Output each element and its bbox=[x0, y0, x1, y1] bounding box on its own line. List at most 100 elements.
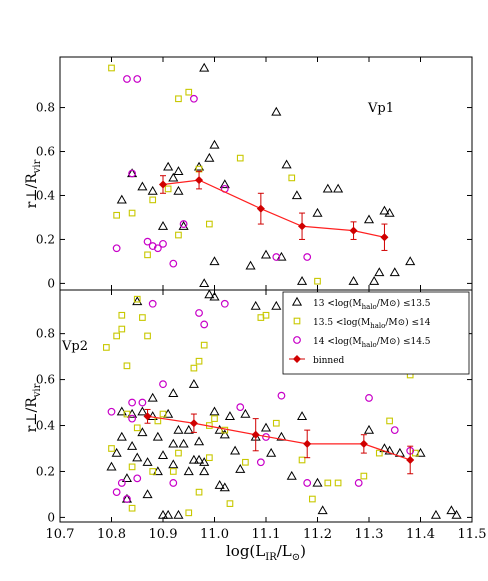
mid-mass-point bbox=[175, 95, 182, 103]
low-mass-point bbox=[312, 477, 323, 487]
mid-mass-point bbox=[298, 456, 306, 464]
binned-point bbox=[406, 455, 415, 465]
high-mass-point bbox=[143, 237, 152, 246]
low-mass-point bbox=[147, 392, 158, 402]
legend-binned-label: binned bbox=[313, 356, 345, 366]
x-axis-label: log(LIR/L⊙) bbox=[226, 542, 306, 563]
mid-mass-point bbox=[308, 495, 316, 503]
low-mass-point bbox=[317, 505, 328, 515]
legend-low-label: 13 <log(Mhalo/M⊙) ≤13.5 bbox=[313, 298, 431, 311]
low-mass-point bbox=[173, 424, 184, 434]
mid-mass-point bbox=[139, 314, 146, 321]
x-tick-label: 10.7 bbox=[46, 527, 75, 542]
mid-mass-point bbox=[118, 311, 126, 319]
low-mass-point bbox=[168, 388, 179, 398]
low-mass-point bbox=[142, 457, 153, 466]
low-mass-point bbox=[240, 408, 251, 418]
mid-mass-point bbox=[360, 472, 368, 480]
high-mass-point bbox=[303, 253, 312, 261]
binned-line bbox=[147, 415, 411, 461]
low-mass-point bbox=[157, 450, 169, 460]
mid-mass-point bbox=[221, 426, 229, 434]
mid-mass-point bbox=[133, 424, 141, 432]
low-mass-point bbox=[173, 166, 184, 175]
low-mass-point bbox=[106, 461, 117, 471]
mid-mass-point bbox=[200, 341, 208, 349]
mid-mass-point bbox=[185, 88, 193, 96]
legend-mid-marker bbox=[293, 317, 301, 325]
y-tick-label: 0.6 bbox=[36, 145, 55, 159]
x-tick-label: 11.4 bbox=[406, 527, 435, 542]
high-mass-point bbox=[117, 479, 126, 487]
high-mass-point bbox=[107, 407, 116, 416]
low-mass-point bbox=[193, 454, 205, 464]
x-tick-label: 11.5 bbox=[458, 527, 487, 542]
binned-point bbox=[256, 204, 265, 213]
low-mass-point bbox=[271, 106, 282, 116]
low-mass-point bbox=[384, 207, 395, 217]
panel-vp2-x-ticks: 10.7 10.8 10.9 11.0 11.1 11.2 11.3 11.4 11.5 bbox=[46, 290, 487, 542]
low-mass-point bbox=[199, 278, 210, 288]
low-mass-point bbox=[214, 480, 225, 489]
low-mass-point bbox=[173, 509, 184, 519]
mid-mass-point bbox=[175, 449, 182, 457]
legend-mid-label: 13.5 <log(Mhalo/M⊙) ≤14 bbox=[313, 317, 431, 330]
mid-mass-point bbox=[242, 458, 249, 466]
binned-point bbox=[143, 412, 152, 421]
binned-point bbox=[380, 233, 389, 242]
mid-mass-point bbox=[195, 488, 203, 496]
low-mass-point bbox=[333, 183, 344, 193]
low-mass-point bbox=[132, 296, 143, 306]
high-mass-point bbox=[189, 94, 198, 103]
low-mass-point bbox=[168, 459, 179, 469]
mid-mass-point bbox=[164, 185, 172, 193]
high-mass-point bbox=[256, 458, 265, 467]
low-mass-point bbox=[188, 454, 199, 464]
low-mass-point bbox=[142, 489, 153, 499]
y-tick-label: 0.4 bbox=[36, 419, 55, 433]
y-tick-label: 0.8 bbox=[36, 327, 55, 341]
panel-vp2-y-ticks: 0 0.2 0.4 0.6 0.8 bbox=[36, 327, 472, 524]
low-mass-point bbox=[157, 509, 169, 519]
low-mass-point bbox=[363, 424, 375, 434]
mid-mass-point bbox=[169, 468, 177, 475]
mid-mass-point bbox=[206, 454, 213, 462]
low-mass-point bbox=[276, 431, 287, 441]
mid-mass-point bbox=[334, 479, 342, 487]
high-mass-point bbox=[303, 479, 312, 487]
legend-low-marker bbox=[291, 296, 303, 306]
low-mass-point bbox=[152, 431, 163, 441]
mid-mass-point bbox=[236, 154, 244, 162]
low-mass-point bbox=[111, 447, 122, 457]
mid-mass-point bbox=[159, 410, 167, 418]
low-mass-point bbox=[296, 275, 308, 285]
mid-mass-point bbox=[211, 415, 218, 422]
legend-binned-marker bbox=[292, 354, 302, 364]
low-mass-point bbox=[121, 473, 133, 483]
mid-mass-point bbox=[206, 220, 213, 228]
low-mass-point bbox=[168, 172, 179, 182]
low-mass-point bbox=[168, 438, 179, 448]
mid-mass-point bbox=[314, 277, 321, 285]
low-mass-point bbox=[430, 509, 442, 519]
low-mass-point bbox=[116, 431, 127, 441]
high-mass-point bbox=[220, 299, 229, 308]
y-tick-label: 0.8 bbox=[36, 101, 55, 115]
panel-vp1-marks bbox=[108, 62, 416, 288]
binned-point bbox=[195, 176, 204, 185]
mid-mass-point bbox=[175, 231, 182, 239]
high-mass-point bbox=[133, 75, 142, 83]
high-mass-point bbox=[153, 244, 162, 253]
low-mass-point bbox=[405, 256, 416, 266]
mid-mass-point bbox=[108, 64, 115, 72]
low-mass-point bbox=[312, 207, 323, 217]
x-tick-label: 10.8 bbox=[97, 527, 126, 542]
low-mass-point bbox=[322, 183, 333, 193]
mid-mass-point bbox=[123, 410, 131, 418]
low-mass-point bbox=[266, 447, 277, 457]
panel-vp1: Vp1 0 0.2 0.4 0.6 0.8 r⊥/Rvir bbox=[24, 56, 473, 291]
binned-point bbox=[298, 222, 307, 231]
low-mass-point bbox=[260, 422, 272, 432]
mid-mass-point bbox=[144, 251, 151, 259]
binned-point bbox=[189, 419, 198, 428]
